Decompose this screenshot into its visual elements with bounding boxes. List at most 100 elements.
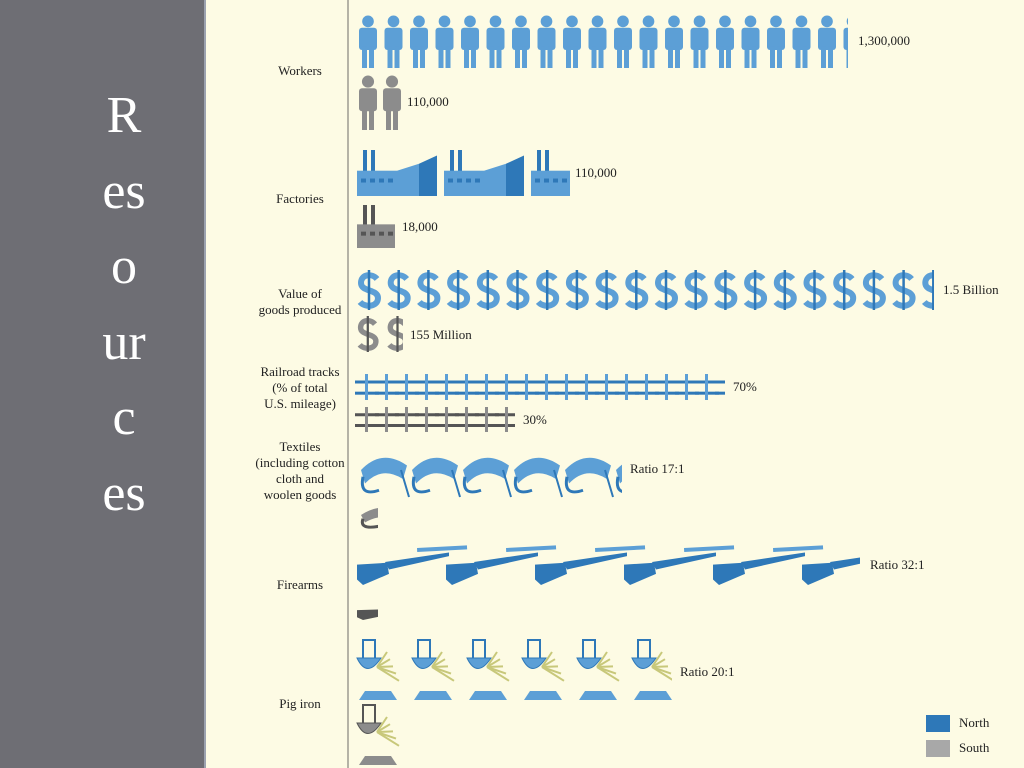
row-label: woolen goods <box>264 487 337 502</box>
icon-part <box>457 178 462 183</box>
icon-part <box>605 374 608 400</box>
south-icons <box>355 407 515 432</box>
icon-part <box>505 374 508 400</box>
icon-part <box>651 651 663 668</box>
icon-part <box>357 170 397 196</box>
icon-part <box>379 231 384 236</box>
legend-swatch <box>926 740 950 757</box>
icon-part <box>385 407 388 432</box>
icon-part <box>792 27 811 50</box>
north-value: 110,000 <box>575 165 617 180</box>
icon-part <box>512 27 530 50</box>
row-label: U.S. mileage) <box>264 396 336 411</box>
icon-part <box>376 651 388 668</box>
icon-part <box>445 407 448 432</box>
icon-part <box>545 150 549 173</box>
icon-part <box>357 562 389 585</box>
icon-part <box>563 27 581 50</box>
icon-part <box>522 46 527 68</box>
icon-part <box>357 224 395 248</box>
legend-swatch <box>926 715 950 732</box>
south-value: 155 Million <box>410 327 472 342</box>
icon-part <box>705 374 708 400</box>
icon-part <box>469 691 507 700</box>
icon-part <box>431 666 455 682</box>
icon-part <box>616 464 622 484</box>
icon-part <box>715 380 725 384</box>
icon-part <box>413 46 418 68</box>
icon-part <box>360 518 378 529</box>
pictograph-panel <box>204 0 1024 768</box>
icon-part <box>726 46 731 68</box>
icon-part <box>414 691 452 700</box>
south-icons <box>357 609 378 620</box>
icon-part <box>502 469 512 498</box>
icon-part <box>387 46 393 68</box>
north-value: Ratio 32:1 <box>870 557 925 572</box>
icon-part <box>685 374 688 400</box>
row-label: Railroad tracks <box>260 364 339 379</box>
icon-part <box>412 457 458 484</box>
icon-part <box>385 374 388 400</box>
south-icons <box>360 508 378 529</box>
icon-part <box>693 46 699 68</box>
row-label: (including cotton <box>255 455 345 470</box>
row-label: Workers <box>278 63 322 78</box>
icon-part <box>565 374 568 400</box>
icon-part <box>387 15 400 28</box>
legend-label: South <box>959 740 990 755</box>
icon-part <box>376 716 388 733</box>
icon-part <box>463 457 509 484</box>
icon-part <box>397 163 419 196</box>
icon-part <box>830 557 860 570</box>
icon-part <box>716 27 734 50</box>
icon-part <box>535 562 567 585</box>
icon-part <box>431 651 443 668</box>
icon-part <box>445 374 448 400</box>
north-icons <box>360 457 622 498</box>
icon-part <box>777 46 782 68</box>
icon-part <box>462 476 482 494</box>
icon-part <box>665 374 668 400</box>
icon-part <box>741 552 805 570</box>
icon-part <box>370 231 375 236</box>
icon-part <box>802 46 808 68</box>
icon-part <box>525 374 528 400</box>
icon-part <box>515 46 520 68</box>
icon-part <box>425 407 428 432</box>
icon-part <box>588 27 607 50</box>
icon-part <box>651 666 672 681</box>
icon-part <box>854 47 859 68</box>
icon-part <box>598 46 604 68</box>
icon-part <box>770 46 775 68</box>
sidebar: Resources <box>0 0 204 768</box>
icon-part <box>576 657 602 669</box>
icon-part <box>506 155 524 196</box>
icon-part <box>425 374 428 400</box>
north-icons <box>357 545 860 585</box>
icon-part <box>486 27 505 50</box>
south-value: 110,000 <box>407 94 449 109</box>
sidebar-title: Resources <box>102 87 146 522</box>
north-icons <box>357 150 570 196</box>
icon-part <box>369 108 374 130</box>
icon-part <box>795 46 801 68</box>
icon-part <box>513 476 533 494</box>
icon-part <box>438 46 444 68</box>
icon-part <box>464 15 476 28</box>
icon-part <box>846 17 848 26</box>
icon-part <box>360 476 380 494</box>
row-label: cloth and <box>276 471 325 486</box>
icon-part <box>631 657 657 669</box>
icon-part <box>438 15 451 28</box>
icon-part <box>376 666 400 682</box>
icon-part <box>435 27 454 50</box>
icon-part <box>465 374 468 400</box>
icon-part <box>386 108 391 130</box>
icon-part <box>596 658 611 668</box>
icon-part <box>684 545 735 552</box>
icon-part <box>400 469 410 498</box>
icon-part <box>420 46 425 68</box>
icon-part <box>365 407 368 432</box>
